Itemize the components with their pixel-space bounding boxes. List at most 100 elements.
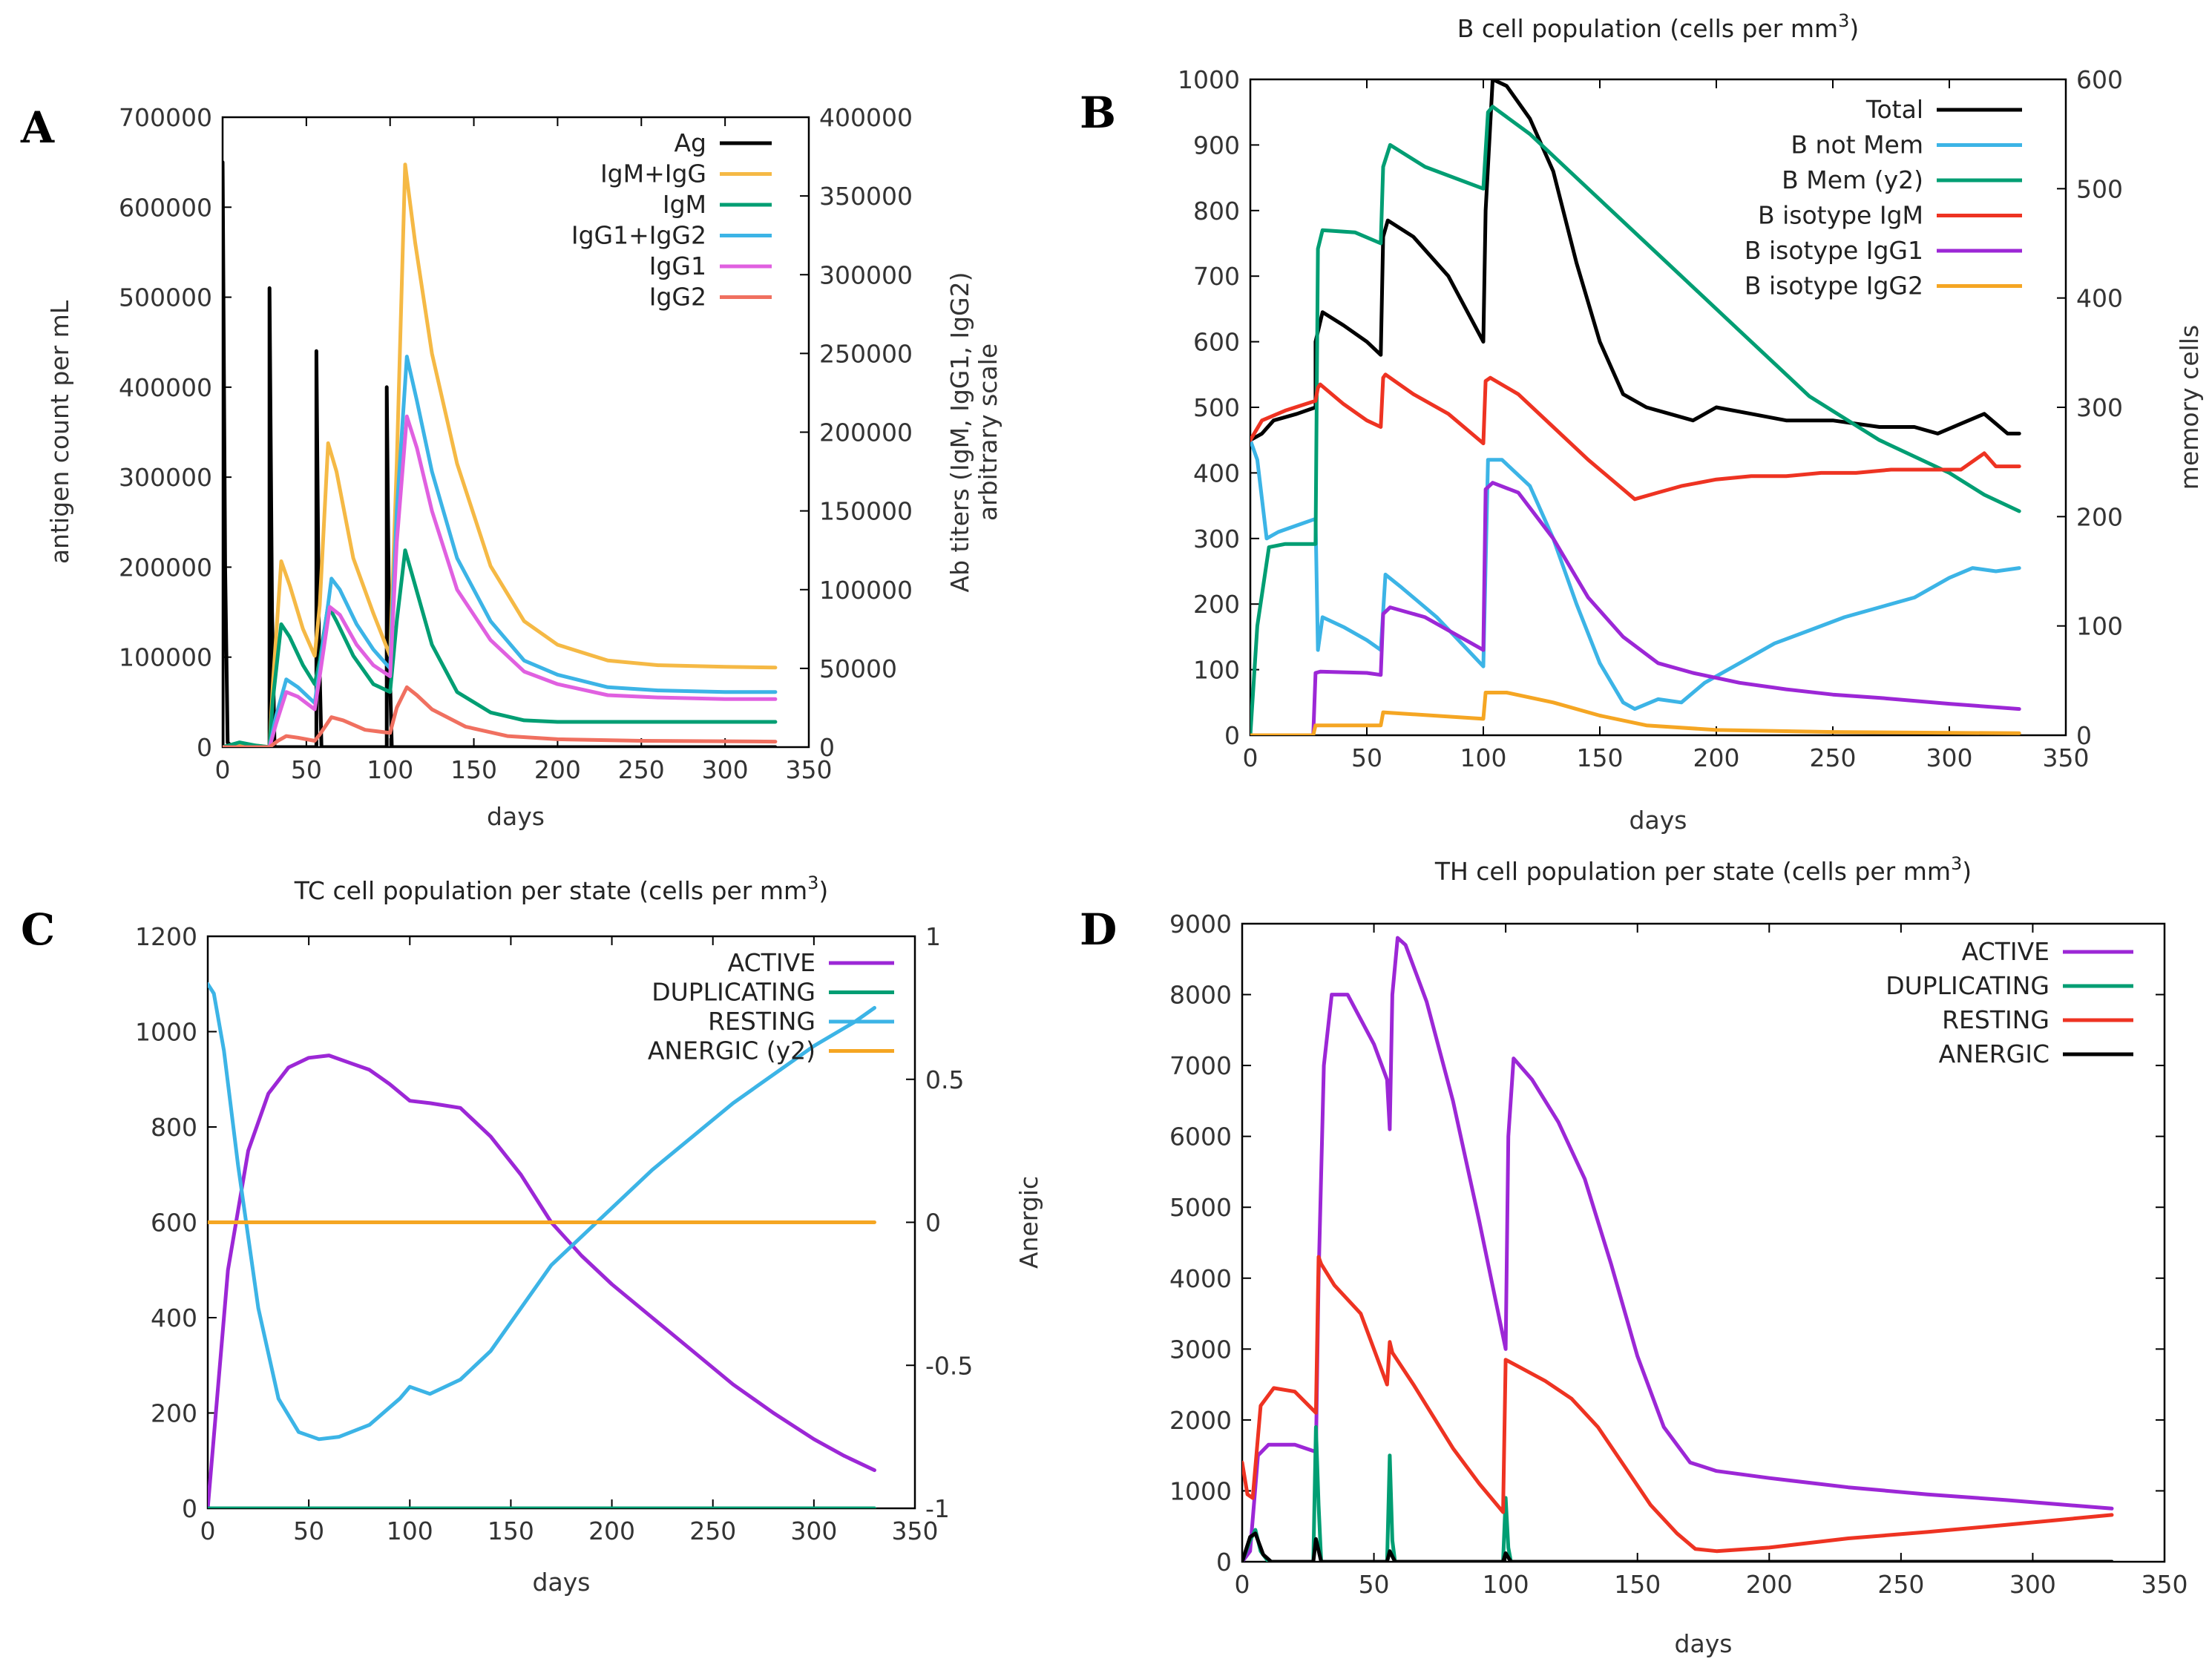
- panel-a-legend-label: IgG1+IgG2: [571, 221, 706, 250]
- panel-c-y2label: Anergic: [1014, 1176, 1043, 1269]
- panel-a-legend-label: Ag: [674, 128, 706, 157]
- panel-a-xtick-label: 150: [450, 755, 497, 784]
- panel-b-ytick-label: 0: [1224, 721, 1240, 750]
- panel-a-y2tick-label: 150000: [819, 497, 913, 526]
- panel-a-xtick-label: 0: [215, 755, 231, 784]
- panel-b-ytick-label: 1000: [1178, 65, 1240, 94]
- panel-c-ytick-label: 1000: [135, 1018, 197, 1047]
- panel-a-y2tick-label: 50000: [819, 654, 897, 683]
- panel-d-ytick-label: 1000: [1169, 1476, 1232, 1505]
- panel-a-y2tick-label: 400000: [819, 103, 913, 132]
- panel-d-title-text: TH cell population per state (cells per …: [1434, 857, 1951, 886]
- panel-b-ytick-label: 700: [1193, 262, 1240, 291]
- panel-c-title: TC cell population per state (cells per …: [294, 872, 829, 905]
- panel-a: A0 50 100 150 200 250 300 350010000020000030000…: [20, 102, 1002, 831]
- panel-b-legend-label: B isotype IgM: [1758, 201, 1923, 230]
- panel-a-xtick-label: 50: [291, 755, 322, 784]
- panel-d-ytick-label: 8000: [1169, 981, 1232, 1010]
- panel-b-title-sup: 3: [1838, 10, 1849, 31]
- panel-b-ytick-label: 600: [1193, 328, 1240, 357]
- panel-a-ytick-label: 0: [197, 733, 212, 762]
- panel-d-xtick-label: 300: [2009, 1570, 2056, 1599]
- panel-c-legend-label: ACTIVE: [728, 948, 815, 977]
- panel-b-legend-label: B isotype IgG2: [1745, 272, 1923, 300]
- panel-b-title-tail: ): [1849, 14, 1859, 43]
- panel-b-xtick-label: 100: [1460, 743, 1507, 772]
- panel-c-y2tick-label: 0: [925, 1209, 941, 1238]
- panel-c-label: C: [21, 904, 55, 955]
- panel-d-series-resting: [1242, 1255, 2114, 1554]
- panel-d-legend-label: ANERGIC: [1939, 1039, 2049, 1068]
- panel-b-xtick-label: 150: [1577, 743, 1624, 772]
- panel-b-ytick-label: 800: [1193, 197, 1240, 226]
- panel-a-series-igm: [223, 548, 778, 747]
- panel-d-series-anergic: [1242, 1531, 2114, 1562]
- panel-c-legend-label: DUPLICATING: [652, 978, 815, 1007]
- panel-a-y2tick-label: 0: [819, 733, 835, 762]
- panel-c-xtick-label: 50: [293, 1516, 324, 1545]
- panel-a-ytick-label: 600000: [119, 193, 212, 222]
- panel-c-title-tail: ): [818, 876, 828, 905]
- panel-b-ytick-label: 300: [1193, 525, 1240, 553]
- panel-b: B0 50 100 150 200 250 300 350010020030040050060…: [1080, 65, 2204, 835]
- panel-a-ytick-label: 300000: [119, 463, 212, 492]
- panel-d-xlabel: days: [1675, 1629, 1733, 1658]
- panel-a-series-igg1: [223, 414, 778, 747]
- panel-d-xtick-label: 200: [1746, 1570, 1793, 1599]
- panel-b-y2tick-label: 400: [2076, 284, 2123, 313]
- panel-a-legend-label: IgM: [663, 190, 706, 219]
- panel-b-xtick-label: 300: [1926, 743, 1973, 772]
- panel-b-y2label: memory cells: [2175, 325, 2204, 490]
- panel-a-ytick-label: 100000: [119, 643, 212, 672]
- panel-b-label: B: [1080, 88, 1116, 138]
- panel-b-series-b-isotype-igm: [1250, 372, 2021, 502]
- panel-a-y2tick-label: 200000: [819, 418, 913, 447]
- panel-d: D 0 50 100 150 200 250 300 350 0 1000 2000 3000 4000 5…: [1080, 904, 2188, 1658]
- panel-b-y2tick-label: 300: [2076, 393, 2123, 422]
- panel-a-legend-label: IgG2: [649, 283, 706, 312]
- panel-a-xtick-label: 350: [786, 755, 833, 784]
- panel-b-ytick-label: 200: [1193, 590, 1240, 619]
- panel-b-xtick-label: 350: [2043, 743, 2090, 772]
- panel-b-y2tick-label: 600: [2076, 65, 2123, 94]
- panel-c-ytick-label: 1200: [135, 922, 197, 951]
- panel-d-ytick-label: 5000: [1169, 1193, 1232, 1222]
- panel-c-xlabel: days: [533, 1568, 591, 1597]
- panel-a-ytick-label: 500000: [119, 283, 212, 312]
- panel-b-title: B cell population (cells per mm3): [1457, 10, 1860, 43]
- panel-a-y2tick-label: 100000: [819, 576, 913, 605]
- panel-b-series-b-isotype-igg1: [1250, 481, 2021, 735]
- panel-c-title-sup: 3: [807, 872, 818, 893]
- panel-c-ytick-label: 0: [182, 1494, 197, 1523]
- panel-d-ytick-label: 6000: [1169, 1123, 1232, 1151]
- panel-a-y2label-line1: Ab titers (IgM, IgG1, IgG2): [945, 272, 974, 593]
- panel-a-y2tick-label: 350000: [819, 182, 913, 211]
- panel-b-legend-label: B isotype IgG1: [1745, 236, 1923, 265]
- panel-a-legend-label: IgG1: [649, 252, 706, 280]
- panel-a-xtick-label: 100: [367, 755, 413, 784]
- panel-b-legend-label: B Mem (y2): [1782, 165, 1923, 194]
- panel-d-legend-label: ACTIVE: [1962, 937, 2049, 966]
- panel-c-legend-label: RESTING: [708, 1007, 815, 1036]
- panel-a-ytick-label: 700000: [119, 103, 212, 132]
- panel-a-series-igg2: [223, 685, 778, 747]
- panel-d-ytick-label: 2000: [1169, 1406, 1232, 1435]
- panel-d-xtick-label: 250: [1877, 1570, 1924, 1599]
- panel-b-xtick-label: 0: [1243, 743, 1258, 772]
- panel-c-xtick-label: 100: [387, 1516, 433, 1545]
- panel-a-legend-label: IgM+IgG: [600, 160, 706, 188]
- panel-b-legend-label: B not Mem: [1791, 131, 1923, 160]
- panel-d-title-tail: ): [1962, 857, 1972, 886]
- panel-b-xlabel: days: [1630, 806, 1687, 835]
- panel-a-y2label-line2: arbitrary scale: [974, 344, 1002, 521]
- panel-a-series-igm-igg: [223, 162, 778, 747]
- panel-a-series-ag: [223, 160, 778, 747]
- panel-d-title-sup: 3: [1951, 853, 1962, 874]
- panel-c-xtick-label: 0: [200, 1516, 216, 1545]
- panel-c-y2tick-label: 1: [925, 922, 941, 951]
- panel-b-series-b-not-mem: [1250, 438, 2021, 712]
- panel-d-xtick-label: 0: [1235, 1570, 1250, 1599]
- panel-a-series-igg1-igg2: [223, 355, 778, 747]
- panel-b-xtick-label: 200: [1693, 743, 1740, 772]
